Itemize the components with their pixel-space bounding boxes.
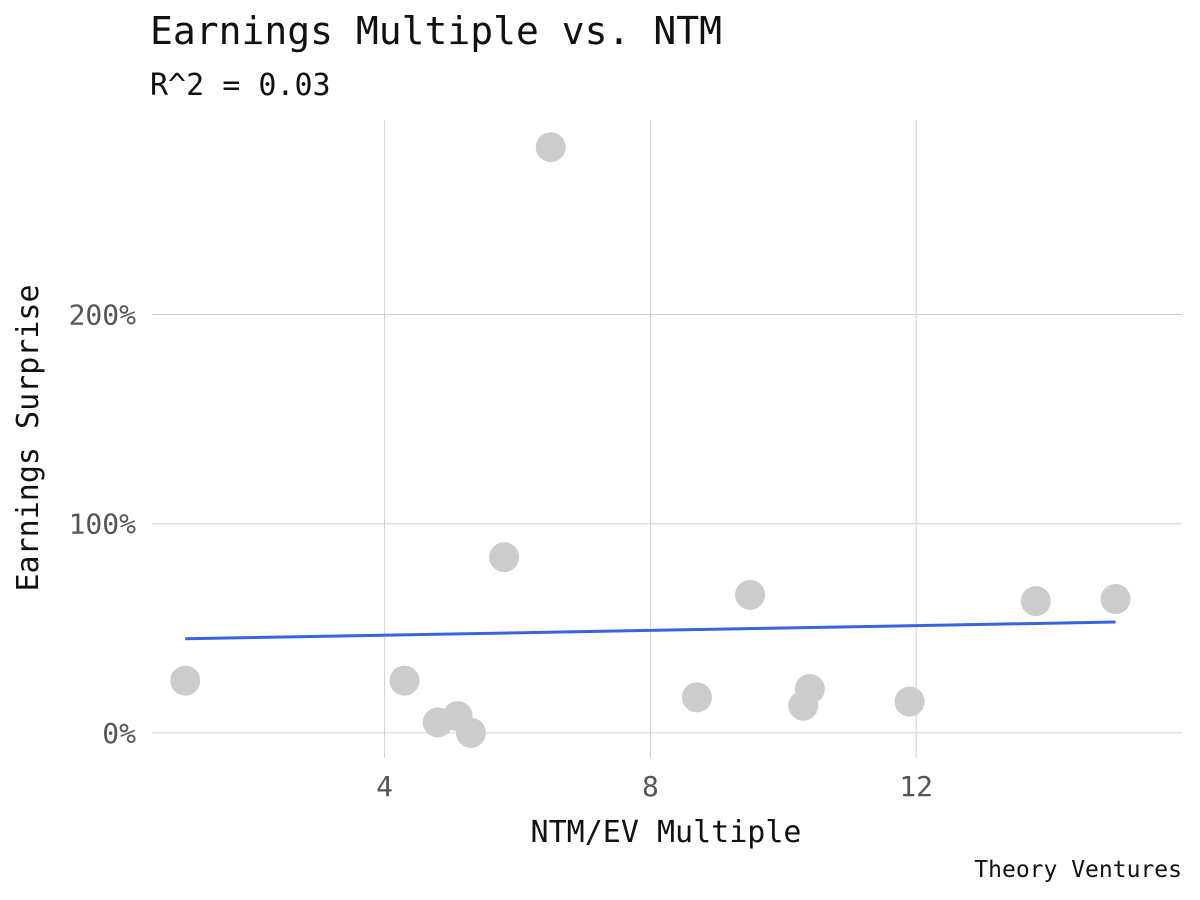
data-points (170, 132, 1131, 748)
trend-line (185, 620, 1116, 641)
data-point (535, 132, 566, 163)
y-tick-label: 100% (69, 508, 137, 541)
x-tick-label: 4 (376, 770, 393, 803)
data-point (389, 665, 420, 696)
x-tick-label: 8 (642, 770, 659, 803)
data-point (455, 717, 486, 748)
data-point (681, 682, 712, 713)
data-point (170, 665, 201, 696)
x-axis-title: NTM/EV Multiple (531, 815, 802, 850)
y-tick-label: 0% (102, 717, 136, 750)
chart-subtitle: R^2 = 0.03 (150, 68, 331, 103)
tick-labels: 4 8 12 0% 100% 200% (69, 299, 933, 803)
chart-caption: Theory Ventures (974, 857, 1182, 883)
data-point (794, 673, 825, 704)
data-point (1020, 586, 1051, 617)
x-tick-label: 12 (899, 770, 933, 803)
chart-title: Earnings Multiple vs. NTM (150, 9, 722, 53)
y-tick-label: 200% (69, 299, 137, 332)
grid-lines (152, 120, 1182, 758)
data-point (1100, 584, 1131, 615)
data-point (894, 686, 925, 717)
y-axis-title: Earnings Surprise (11, 284, 46, 591)
data-point (735, 579, 766, 610)
data-point (489, 542, 520, 573)
